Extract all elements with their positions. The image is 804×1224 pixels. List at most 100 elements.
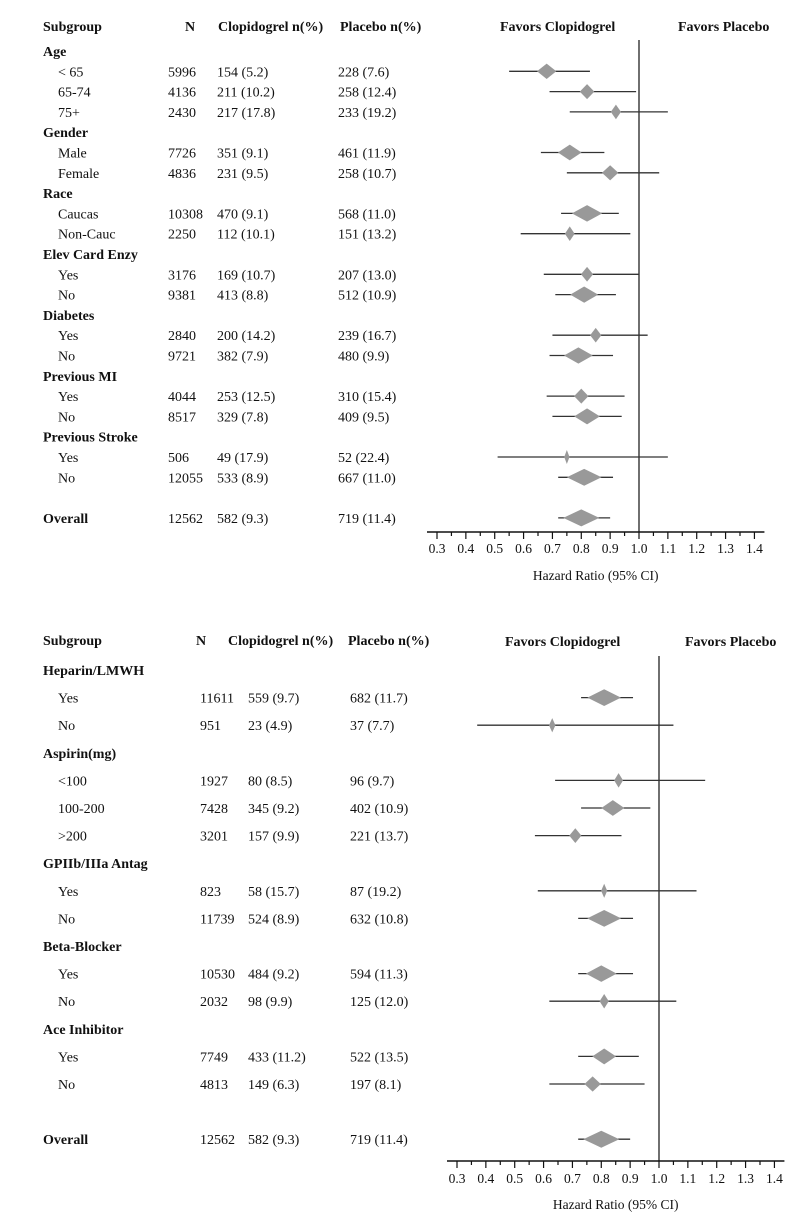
table-row: No 8517 329 (7.8) 409 (9.5): [58, 408, 622, 425]
table-row: No 9381 413 (8.8) 512 (10.9): [58, 286, 616, 304]
n-value: 506: [168, 451, 189, 466]
subgroup-header-row: Gender: [43, 126, 88, 141]
n-value: 2430: [168, 106, 196, 121]
row-label: >200: [58, 830, 87, 845]
x-tick-label: 0.3: [429, 541, 446, 556]
clopidogrel-value: 23 (4.9): [248, 719, 293, 734]
row-label: 75+: [58, 106, 80, 121]
hazard-ratio-marker: [564, 449, 570, 465]
x-tick-label: 0.7: [544, 541, 561, 556]
hazard-ratio-marker: [579, 84, 595, 100]
clopidogrel-value: 382 (7.9): [217, 350, 269, 365]
placebo-value: 409 (9.5): [338, 410, 390, 425]
clopidogrel-value: 169 (10.7): [217, 268, 276, 283]
table-row: Yes 3176 169 (10.7) 207 (13.0): [58, 266, 639, 283]
hazard-ratio-marker: [581, 266, 594, 282]
subgroup-header-row: Beta-Blocker: [43, 940, 122, 955]
x-tick-label: 1.2: [708, 1171, 725, 1186]
placebo-value: 197 (8.1): [350, 1078, 402, 1093]
x-tick-label: 0.7: [564, 1171, 581, 1186]
row-label: Caucas: [58, 207, 98, 222]
n-value: 10530: [200, 968, 235, 983]
forest-panel-2: Subgroup N Clopidogrel n(%) Placebo n(%) Fav…: [43, 634, 785, 1212]
hazard-ratio-marker: [601, 800, 625, 816]
table-row: Yes 823 58 (15.7) 87 (19.2): [58, 883, 697, 900]
n-value: 7749: [200, 1050, 228, 1065]
placebo-value: 228 (7.6): [338, 65, 390, 80]
hazard-ratio-marker: [614, 773, 624, 788]
n-value: 11611: [200, 692, 234, 707]
n-value: 12562: [168, 512, 203, 527]
clopidogrel-value: 329 (7.8): [217, 410, 269, 425]
clopidogrel-value: 433 (11.2): [248, 1050, 306, 1065]
table-row: Yes 11611 559 (9.7) 682 (11.7): [58, 689, 634, 707]
n-value: 11739: [200, 912, 234, 927]
row-label: No: [58, 289, 75, 304]
table-row: 100-200 7428 345 (9.2) 402 (10.9): [58, 800, 651, 817]
table-row: Yes 7749 433 (11.2) 522 (13.5): [58, 1048, 639, 1065]
x-tick-label: 0.5: [486, 541, 503, 556]
x-tick-label: 1.2: [688, 541, 705, 556]
favors-clopidogrel-label: Favors Clopidogrel: [500, 20, 615, 35]
subgroup-label: Beta-Blocker: [43, 940, 122, 955]
placebo-value: 682 (11.7): [350, 692, 408, 707]
n-value: 3201: [200, 830, 228, 845]
n-value: 12055: [168, 471, 203, 486]
overall-row: Overall 12562 582 (9.3) 719 (11.4): [43, 1130, 631, 1148]
clopidogrel-value: 157 (9.9): [248, 830, 300, 845]
hazard-ratio-marker: [557, 144, 582, 161]
table-row: No 11739 524 (8.9) 632 (10.8): [58, 909, 634, 927]
subgroup-header-row: Aspirin(mg): [43, 747, 116, 762]
table-row: >200 3201 157 (9.9) 221 (13.7): [58, 828, 622, 845]
row-label: No: [58, 912, 75, 927]
x-tick-label: 1.3: [737, 1171, 754, 1186]
n-value: 7428: [200, 802, 228, 817]
favors-placebo-label: Favors Placebo: [685, 635, 776, 650]
overall-row: Overall 12562 582 (9.3) 719 (11.4): [43, 509, 611, 527]
row-label: No: [58, 471, 75, 486]
x-tick-label: 1.3: [717, 541, 734, 556]
clopidogrel-value: 149 (6.3): [248, 1078, 300, 1093]
placebo-value: 233 (19.2): [338, 106, 397, 121]
n-value: 3176: [168, 268, 196, 283]
row-label: <100: [58, 774, 87, 789]
clopidogrel-value: 582 (9.3): [248, 1133, 300, 1148]
row-label: 100-200: [58, 802, 105, 817]
x-tick-label: 1.1: [679, 1171, 696, 1186]
x-tick-label: 0.9: [602, 541, 619, 556]
row-label: Overall: [43, 1133, 88, 1148]
table-row: 75+ 2430 217 (17.8) 233 (19.2): [58, 104, 668, 121]
n-value: 1927: [200, 774, 228, 789]
row-label: Non-Cauc: [58, 228, 116, 243]
hazard-ratio-marker: [584, 1076, 601, 1092]
placebo-value: 96 (9.7): [350, 774, 395, 789]
table-row: Female 4836 231 (9.5) 258 (10.7): [58, 165, 660, 182]
table-row: Yes 506 49 (17.9) 52 (22.4): [58, 449, 668, 466]
table-row: <100 1927 80 (8.5) 96 (9.7): [58, 773, 706, 789]
table-row: No 4813 149 (6.3) 197 (8.1): [58, 1076, 645, 1093]
clopidogrel-value: 559 (9.7): [248, 692, 300, 707]
placebo-value: 719 (11.4): [338, 512, 396, 527]
x-tick-label: 1.0: [651, 1171, 668, 1186]
clopidogrel-value: 351 (9.1): [217, 147, 269, 162]
placebo-value: 125 (12.0): [350, 995, 409, 1010]
hazard-ratio-marker: [587, 689, 621, 706]
hazard-ratio-marker: [574, 408, 600, 425]
n-value: 5996: [168, 65, 196, 80]
row-label: No: [58, 350, 75, 365]
subgroup-label: GPIIb/IIIa Antag: [43, 857, 148, 872]
n-value: 8517: [168, 410, 196, 425]
row-label: Yes: [58, 451, 78, 466]
table-row: Yes 2840 200 (14.2) 239 (16.7): [58, 327, 648, 344]
x-tick-label: 0.8: [573, 541, 590, 556]
n-value: 12562: [200, 1133, 235, 1148]
row-label: No: [58, 1078, 75, 1093]
subgroup-label: Age: [43, 45, 66, 60]
x-tick-label: 1.4: [746, 541, 763, 556]
placebo-value: 512 (10.9): [338, 289, 397, 304]
column-header-clopidogrel: Clopidogrel n(%): [218, 20, 323, 35]
hazard-ratio-marker: [569, 828, 582, 843]
subgroup-label: Elev Card Enzy: [43, 248, 138, 263]
row-label: 65-74: [58, 86, 91, 101]
